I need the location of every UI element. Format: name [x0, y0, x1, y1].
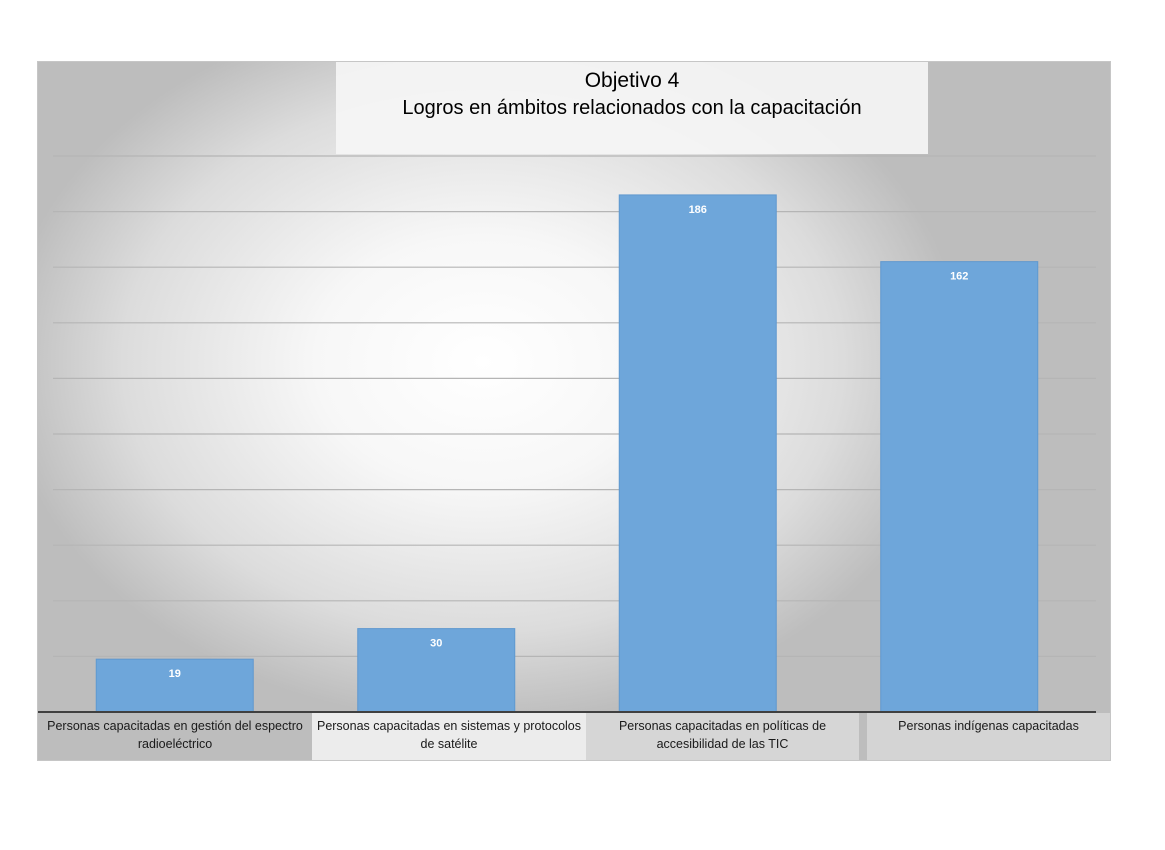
bar [880, 261, 1039, 713]
category-label: Personas capacitadas en gestión del espe… [47, 719, 303, 751]
category-label: Personas indígenas capacitadas [867, 713, 1110, 760]
bars [95, 194, 1039, 713]
data-label: 19 [169, 668, 181, 680]
data-label: 162 [950, 271, 968, 283]
data-labels: 19 30 186 162 [169, 204, 969, 680]
data-label: 186 [689, 204, 707, 216]
chart-title: Objetivo 4 [584, 69, 680, 92]
chart-title-box: Objetivo 4 Logros en ámbitos relacionado… [336, 62, 928, 154]
category-label: Personas capacitadas en políticas de acc… [586, 713, 859, 760]
chart-area: Objetivo 4 Logros en ámbitos relacionado… [37, 61, 1111, 761]
bar [357, 628, 516, 713]
bar [95, 658, 254, 713]
data-label: 30 [430, 638, 442, 650]
bar-chart-plot: 19 30 186 162 [38, 155, 1096, 713]
chart-subtitle: Logros en ámbitos relacionados con la ca… [402, 97, 862, 119]
bar [618, 194, 777, 713]
category-label: Personas capacitadas en sistemas y proto… [312, 713, 586, 760]
